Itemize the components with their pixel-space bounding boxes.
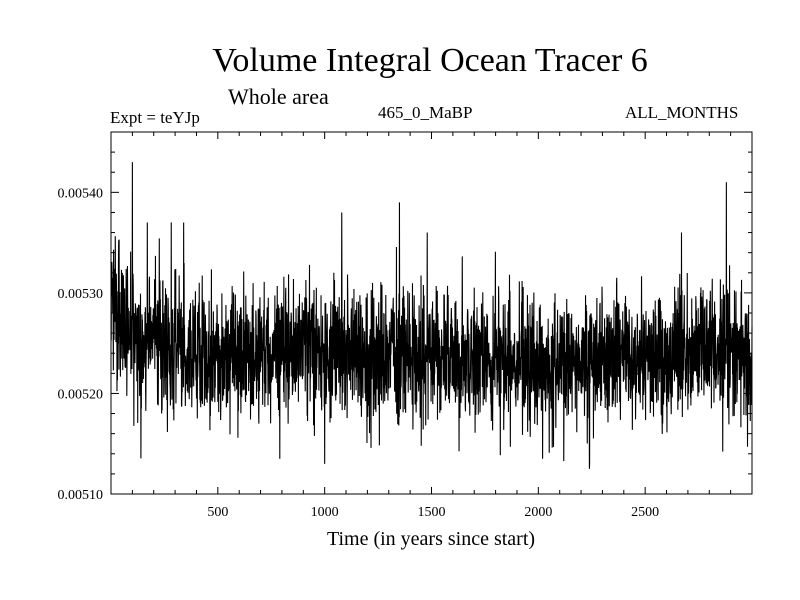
x-tick-label: 1500: [418, 505, 446, 520]
x-tick-label: 2000: [524, 505, 552, 520]
months-label: ALL_MONTHS: [625, 103, 739, 122]
axes-layer: 500 1000 1500 2000 2500 0.00510 0.00520 0.00530…: [58, 132, 752, 520]
series-line: [110, 162, 753, 469]
y-tick-label: 0.00520: [58, 387, 104, 402]
x-tick-label: 500: [207, 505, 228, 520]
plot-frame: [110, 131, 753, 495]
run-label: 465_0_MaBP: [378, 103, 473, 122]
x-axis-title: Time (in years since start): [327, 528, 535, 550]
chart-title: Volume Integral Ocean Tracer 6: [212, 42, 648, 79]
y-tick-label: 0.00530: [58, 287, 104, 302]
y-tick-label: 0.00540: [58, 186, 104, 201]
x-tick-label: 1000: [311, 505, 339, 520]
x-tick-label: 2500: [631, 505, 659, 520]
chart-subtitle: Whole area: [228, 84, 329, 109]
y-tick-label: 0.00510: [58, 488, 104, 503]
experiment-label: Expt = teYJp: [110, 108, 200, 127]
series-layer: [110, 162, 753, 469]
